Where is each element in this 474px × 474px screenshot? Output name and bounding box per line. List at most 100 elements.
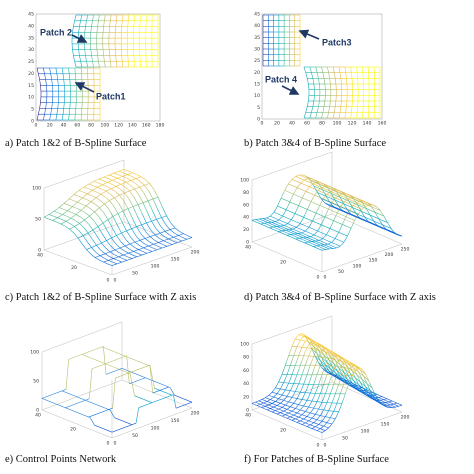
mesh-line — [83, 233, 87, 236]
mesh-line — [277, 228, 283, 232]
y-tick-label: 25 — [28, 59, 34, 65]
mesh-line — [82, 235, 88, 242]
mesh-line — [128, 371, 132, 374]
mesh-line — [61, 67, 65, 121]
mesh-line — [321, 187, 327, 190]
mesh-line — [43, 67, 48, 121]
mesh-line — [347, 374, 351, 381]
mesh-line — [110, 193, 115, 198]
mesh-line — [148, 378, 153, 381]
mesh-line — [362, 387, 366, 393]
mesh-line — [161, 231, 165, 233]
mesh-line — [134, 246, 139, 250]
mesh-line — [360, 388, 364, 393]
mesh-line — [287, 412, 291, 415]
mesh-line — [151, 210, 157, 220]
mesh-line — [350, 204, 354, 210]
mesh-line — [356, 213, 360, 218]
mesh-line — [189, 237, 193, 239]
mesh-line — [341, 201, 345, 206]
mesh-line — [358, 216, 362, 220]
mesh-line — [291, 369, 295, 377]
mesh-line — [117, 375, 121, 378]
mesh-line — [98, 216, 104, 224]
mesh-line — [365, 207, 369, 213]
mesh-line — [173, 394, 177, 409]
mesh-line — [119, 183, 123, 186]
mesh-line — [295, 238, 299, 240]
mesh-line — [181, 404, 185, 407]
mesh-line — [266, 217, 272, 221]
mesh-line — [112, 366, 118, 369]
mesh-line — [151, 250, 155, 252]
mesh-line — [63, 208, 68, 212]
mesh-line — [368, 66, 370, 119]
mesh-line — [127, 422, 133, 425]
mesh-line — [119, 176, 122, 178]
mesh-line — [121, 369, 126, 373]
mesh-line — [152, 391, 156, 394]
mesh-line — [362, 66, 364, 119]
mesh-line — [285, 382, 289, 389]
mesh-line — [65, 199, 69, 203]
mesh-line — [125, 239, 131, 245]
mesh-line — [118, 170, 122, 172]
mesh-line — [297, 174, 301, 176]
mesh-line — [338, 66, 343, 119]
mesh-line — [70, 217, 76, 221]
mesh-line — [344, 199, 348, 203]
mesh-line — [119, 368, 123, 370]
mesh-line — [127, 173, 130, 175]
mesh-line — [139, 375, 144, 378]
mesh-line — [317, 349, 321, 356]
mesh-line — [278, 219, 284, 223]
mesh-line — [76, 211, 80, 214]
mesh-line — [315, 343, 319, 350]
mesh-line — [307, 209, 312, 212]
mesh-line — [165, 386, 169, 389]
mesh-line — [293, 210, 297, 217]
axis-edge — [251, 315, 333, 345]
mesh-line — [293, 193, 298, 197]
mesh-line — [264, 400, 268, 403]
mesh-line — [93, 413, 97, 416]
mesh-line — [81, 413, 86, 417]
mesh-line — [307, 419, 311, 422]
mesh-line — [67, 405, 71, 408]
mesh-line — [312, 414, 316, 418]
mesh-line — [267, 404, 271, 406]
mesh-line — [148, 190, 154, 200]
mesh-line — [143, 246, 147, 249]
mesh-line — [108, 260, 113, 263]
mesh-line — [322, 189, 328, 192]
mesh-line — [313, 185, 317, 191]
mesh-line — [333, 375, 337, 378]
mesh-line — [106, 200, 110, 203]
mesh-line — [319, 344, 323, 348]
mesh-line — [109, 409, 115, 418]
mesh-line — [137, 225, 140, 227]
mesh-line — [267, 399, 271, 402]
mesh-line — [314, 238, 320, 241]
mesh-line — [79, 354, 83, 356]
mesh-line — [330, 220, 335, 227]
mesh-line — [60, 222, 64, 225]
mesh-line — [137, 204, 143, 215]
mesh-line — [256, 404, 260, 406]
z-tick-label: 0 — [246, 240, 249, 246]
mesh-line — [280, 409, 286, 412]
mesh-line — [169, 234, 174, 238]
mesh-line — [332, 210, 338, 214]
mesh-line — [280, 394, 286, 397]
annotation: Patch1 — [96, 91, 126, 101]
mesh-line — [135, 249, 139, 251]
mesh-line — [321, 66, 326, 119]
mesh-line — [167, 395, 171, 397]
mesh-line — [321, 368, 325, 377]
mesh-line — [290, 216, 294, 221]
mesh-line — [111, 183, 117, 187]
mesh-line — [120, 193, 123, 196]
x-tick-label: 50 — [132, 271, 138, 277]
mesh-line — [113, 370, 117, 372]
mesh-line — [186, 402, 190, 405]
